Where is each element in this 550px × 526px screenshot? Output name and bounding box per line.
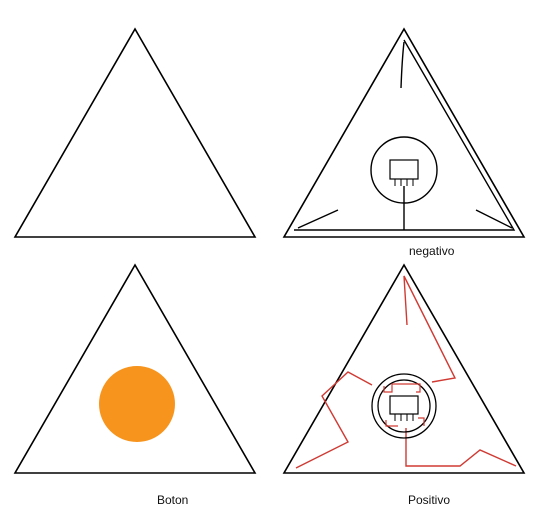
caption-negativo: negativo: [409, 244, 455, 258]
triangle-outline: [13, 27, 257, 238]
corner-wire-right: [475, 209, 513, 229]
triangle-outline: [13, 263, 257, 474]
negative-inner-wire: [294, 39, 516, 231]
chip: [389, 395, 419, 415]
positive-wire-right: [405, 428, 517, 467]
chip-pins: [394, 414, 414, 421]
triangle-outline: [282, 27, 526, 238]
panel-negativo: [282, 27, 526, 238]
button-ring-outer: [371, 373, 437, 439]
panel-positivo: [282, 263, 526, 474]
chip: [389, 159, 419, 180]
corner-wire-left: [297, 209, 339, 229]
button-ring-inner: [377, 379, 431, 433]
panel-boton: [13, 263, 257, 474]
chip-pins: [394, 179, 414, 186]
triangle-outline: [282, 263, 526, 474]
corner-wire-top: [400, 41, 405, 89]
panel-empty-triangle: [13, 27, 257, 238]
button-disc: [99, 366, 175, 442]
caption-boton: Boton: [157, 493, 189, 507]
inner-wire-loop: [383, 383, 425, 427]
caption-positivo: Positivo: [408, 493, 451, 507]
positive-wire-left: [295, 371, 373, 469]
positive-wire-top: [403, 275, 457, 383]
